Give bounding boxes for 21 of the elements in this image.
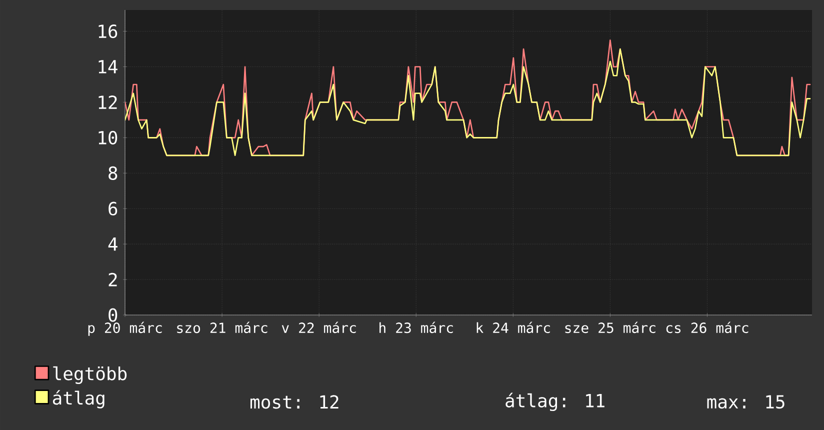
text: átlag: 11 <box>506 392 604 412</box>
x-tick-label: sze 25 márc <box>565 322 656 334</box>
x-tick-label: cs 26 márc <box>666 322 748 334</box>
text: max: 15 <box>707 395 784 409</box>
y-tick-label: 0 <box>108 308 118 322</box>
y-tick-label: 12 <box>98 96 117 109</box>
x-tick-label: v 22 márc <box>282 322 356 334</box>
y-tick-label: 14 <box>98 60 118 74</box>
legend-label: átlag <box>52 390 104 408</box>
y-tick-label: 4 <box>108 238 118 251</box>
x-tick-label: szo 21 márc <box>177 322 268 334</box>
legend-label: legtöbb <box>53 366 127 384</box>
y-tick-label: 2 <box>108 272 117 286</box>
y-tick-label: 10 <box>98 130 118 144</box>
x-tick-label: h 23 márc <box>380 322 453 334</box>
y-tick-label: 16 <box>98 24 118 38</box>
x-tick-label: k 24 márc <box>476 322 550 334</box>
x-tick-label: p 20 márc <box>88 322 162 336</box>
y-tick-label: 6 <box>108 202 118 216</box>
text: most: 12 <box>250 395 338 409</box>
y-tick-label: 8 <box>108 166 118 180</box>
